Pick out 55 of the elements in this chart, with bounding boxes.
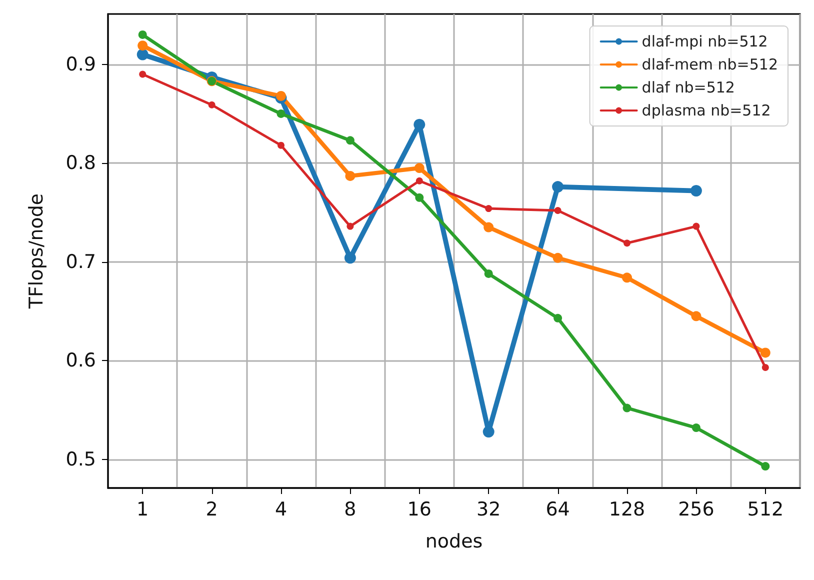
point <box>484 222 494 232</box>
y-tick-label: 0.6 <box>66 350 96 372</box>
x-tick-label: 512 <box>747 498 784 520</box>
y-tick-label: 0.9 <box>66 53 96 76</box>
point <box>761 462 770 471</box>
y-tick-label: 0.7 <box>66 250 96 273</box>
x-tick-label: 4 <box>274 498 288 520</box>
point <box>692 424 700 432</box>
point <box>624 240 630 247</box>
point <box>346 136 354 145</box>
point <box>622 404 632 412</box>
x-tick-label: 2 <box>206 498 218 520</box>
point <box>344 252 356 264</box>
point <box>136 48 148 60</box>
point <box>278 142 284 149</box>
x-tick-label: 128 <box>608 498 646 520</box>
x-tick-label: 64 <box>546 498 570 520</box>
x-axis-title: nodes <box>425 530 483 552</box>
point <box>482 426 494 438</box>
point <box>760 348 770 358</box>
point <box>690 185 702 197</box>
point <box>554 207 562 214</box>
point <box>346 222 354 230</box>
x-tick-label: 32 <box>476 498 501 520</box>
point <box>485 205 492 212</box>
point <box>138 30 147 39</box>
legend-label: dlaf nb=512 <box>642 78 735 96</box>
point <box>692 222 700 230</box>
point <box>554 314 562 322</box>
point <box>552 252 563 263</box>
point <box>691 311 702 322</box>
point <box>414 163 424 174</box>
point <box>276 90 286 101</box>
y-tick-label: 0.5 <box>66 448 96 470</box>
y-axis-title: TFlops/node <box>26 193 48 310</box>
point <box>138 40 148 51</box>
point <box>484 269 493 278</box>
point <box>552 181 564 193</box>
legend-label: dlaf-mem nb=512 <box>642 56 778 74</box>
legend-label: dlaf-mpi nb=512 <box>642 32 768 50</box>
y-tick-label: 0.8 <box>66 152 96 174</box>
point <box>762 364 769 372</box>
point <box>415 193 424 202</box>
point <box>208 101 216 108</box>
x-tick-label: 1 <box>136 498 149 520</box>
point <box>416 177 423 184</box>
point <box>345 170 356 181</box>
point <box>622 272 632 283</box>
x-tick-label: 16 <box>407 498 432 520</box>
x-tick-label: 256 <box>678 498 714 520</box>
point <box>276 109 286 118</box>
legend-label: dplasma nb=512 <box>642 102 771 120</box>
point <box>414 118 426 130</box>
point <box>139 70 146 78</box>
x-tick-label: 8 <box>344 498 356 520</box>
